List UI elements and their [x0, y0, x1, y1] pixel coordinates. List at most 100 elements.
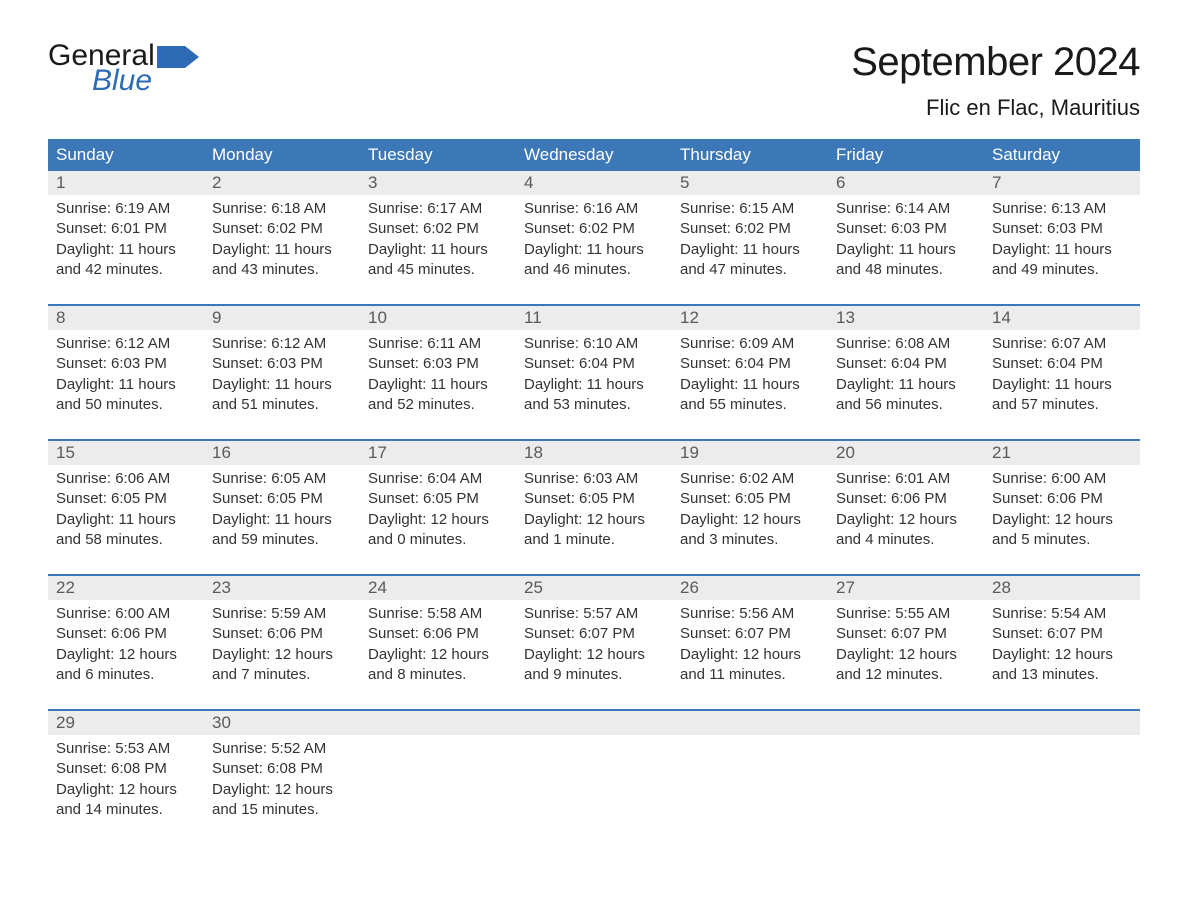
day-number-bar: .: [828, 711, 984, 735]
day-body: Sunrise: 6:00 AMSunset: 6:06 PMDaylight:…: [48, 600, 204, 685]
day-sunrise-line: Sunrise: 6:06 AM: [56, 469, 196, 489]
title-block: September 2024 Flic en Flac, Mauritius: [851, 40, 1140, 121]
day-number: 11: [524, 308, 542, 327]
day-day1-line: Daylight: 11 hours: [56, 240, 196, 260]
day-sunrise-line: Sunrise: 6:00 AM: [56, 604, 196, 624]
day-day1-line: Daylight: 12 hours: [680, 645, 820, 665]
day-cell: 29 Sunrise: 5:53 AMSunset: 6:08 PMDayligh…: [48, 711, 204, 820]
day-body: Sunrise: 6:19 AMSunset: 6:01 PMDaylight:…: [48, 195, 204, 280]
day-day1-line: Daylight: 11 hours: [680, 375, 820, 395]
day-cell: 27Sunrise: 5:55 AMSunset: 6:07 PMDayligh…: [828, 576, 984, 685]
day-sunset-line: Sunset: 6:05 PM: [56, 489, 196, 509]
day-day1-line: Daylight: 11 hours: [368, 240, 508, 260]
day-day2-line: and 1 minute.: [524, 530, 664, 550]
day-day2-line: and 55 minutes.: [680, 395, 820, 415]
day-number: 6: [836, 173, 845, 192]
day-number: 12: [680, 308, 699, 327]
day-day1-line: Daylight: 12 hours: [212, 645, 352, 665]
day-day1-line: Daylight: 12 hours: [56, 780, 196, 800]
day-sunrise-line: Sunrise: 6:07 AM: [992, 334, 1132, 354]
day-day2-line: and 42 minutes.: [56, 260, 196, 280]
day-number-bar: 23: [204, 576, 360, 600]
day-body: Sunrise: 6:07 AMSunset: 6:04 PMDaylight:…: [984, 330, 1140, 415]
day-cell: 4Sunrise: 6:16 AMSunset: 6:02 PMDaylight…: [516, 171, 672, 280]
day-day2-line: and 45 minutes.: [368, 260, 508, 280]
logo: General Blue: [48, 40, 199, 96]
day-cell: 17 Sunrise: 6:04 AMSunset: 6:05 PMDayligh…: [360, 441, 516, 550]
day-body: Sunrise: 6:05 AMSunset: 6:05 PMDaylight:…: [204, 465, 360, 550]
day-body: Sunrise: 5:59 AMSunset: 6:06 PMDaylight:…: [204, 600, 360, 685]
day-number-bar: 29: [48, 711, 204, 735]
day-number-bar: 27: [828, 576, 984, 600]
day-number-bar: 26: [672, 576, 828, 600]
day-body: Sunrise: 6:09 AMSunset: 6:04 PMDaylight:…: [672, 330, 828, 415]
day-number-bar: 2: [204, 171, 360, 195]
day-number-bar: 12: [672, 306, 828, 330]
day-number: 29: [56, 713, 75, 732]
day-body: Sunrise: 6:03 AMSunset: 6:05 PMDaylight:…: [516, 465, 672, 550]
day-day1-line: Daylight: 12 hours: [368, 645, 508, 665]
day-sunrise-line: Sunrise: 6:05 AM: [212, 469, 352, 489]
location-label: Flic en Flac, Mauritius: [851, 95, 1140, 121]
day-body: Sunrise: 6:08 AMSunset: 6:04 PMDaylight:…: [828, 330, 984, 415]
day-cell: 8Sunrise: 6:12 AMSunset: 6:03 PMDaylight…: [48, 306, 204, 415]
day-number: 13: [836, 308, 855, 327]
day-cell: .: [828, 711, 984, 820]
day-number-bar: 13: [828, 306, 984, 330]
day-sunrise-line: Sunrise: 6:17 AM: [368, 199, 508, 219]
day-sunrise-line: Sunrise: 5:55 AM: [836, 604, 976, 624]
day-day2-line: and 49 minutes.: [992, 260, 1132, 280]
day-sunset-line: Sunset: 6:04 PM: [836, 354, 976, 374]
day-body: Sunrise: 6:04 AMSunset: 6:05 PMDaylight:…: [360, 465, 516, 550]
day-sunset-line: Sunset: 6:03 PM: [368, 354, 508, 374]
week-row: 22Sunrise: 6:00 AMSunset: 6:06 PMDayligh…: [48, 574, 1140, 685]
day-cell: 19Sunrise: 6:02 AMSunset: 6:05 PMDayligh…: [672, 441, 828, 550]
day-sunset-line: Sunset: 6:03 PM: [992, 219, 1132, 239]
day-day1-line: Daylight: 11 hours: [992, 375, 1132, 395]
day-day2-line: and 59 minutes.: [212, 530, 352, 550]
day-sunset-line: Sunset: 6:06 PM: [836, 489, 976, 509]
day-body: Sunrise: 5:53 AMSunset: 6:08 PMDaylight:…: [48, 735, 204, 820]
day-cell: 23Sunrise: 5:59 AMSunset: 6:06 PMDayligh…: [204, 576, 360, 685]
day-day2-line: and 8 minutes.: [368, 665, 508, 685]
day-body: Sunrise: 6:00 AMSunset: 6:06 PMDaylight:…: [984, 465, 1140, 550]
day-sunset-line: Sunset: 6:02 PM: [680, 219, 820, 239]
day-cell: 24Sunrise: 5:58 AMSunset: 6:06 PMDayligh…: [360, 576, 516, 685]
day-number-bar: 21: [984, 441, 1140, 465]
day-sunset-line: Sunset: 6:07 PM: [836, 624, 976, 644]
day-cell: 1Sunrise: 6:19 AMSunset: 6:01 PMDaylight…: [48, 171, 204, 280]
day-number: 2: [212, 173, 221, 192]
day-number-bar: 9: [204, 306, 360, 330]
week-row: 1Sunrise: 6:19 AMSunset: 6:01 PMDaylight…: [48, 171, 1140, 280]
day-sunset-line: Sunset: 6:07 PM: [992, 624, 1132, 644]
day-cell: 9Sunrise: 6:12 AMSunset: 6:03 PMDaylight…: [204, 306, 360, 415]
day-sunrise-line: Sunrise: 6:19 AM: [56, 199, 196, 219]
day-day2-line: and 7 minutes.: [212, 665, 352, 685]
day-body: Sunrise: 5:54 AMSunset: 6:07 PMDaylight:…: [984, 600, 1140, 685]
month-title: September 2024: [851, 40, 1140, 85]
day-number: 24: [368, 578, 387, 597]
day-day2-line: and 50 minutes.: [56, 395, 196, 415]
day-number-bar: 7: [984, 171, 1140, 195]
day-day2-line: and 47 minutes.: [680, 260, 820, 280]
day-number: 25: [524, 578, 543, 597]
day-day2-line: and 51 minutes.: [212, 395, 352, 415]
day-sunrise-line: Sunrise: 5:54 AM: [992, 604, 1132, 624]
day-sunrise-line: Sunrise: 6:08 AM: [836, 334, 976, 354]
day-number: 17: [368, 443, 387, 462]
day-number: 16: [212, 443, 231, 462]
day-sunset-line: Sunset: 6:07 PM: [524, 624, 664, 644]
page-header: General Blue September 2024 Flic en Flac…: [48, 40, 1140, 121]
day-sunset-line: Sunset: 6:05 PM: [680, 489, 820, 509]
day-sunset-line: Sunset: 6:06 PM: [56, 624, 196, 644]
day-body: Sunrise: 6:10 AMSunset: 6:04 PMDaylight:…: [516, 330, 672, 415]
day-day1-line: Daylight: 11 hours: [992, 240, 1132, 260]
day-number-bar: 19: [672, 441, 828, 465]
day-number: 7: [992, 173, 1001, 192]
day-day2-line: and 9 minutes.: [524, 665, 664, 685]
day-body: Sunrise: 6:17 AMSunset: 6:02 PMDaylight:…: [360, 195, 516, 280]
day-day1-line: Daylight: 11 hours: [836, 375, 976, 395]
day-sunset-line: Sunset: 6:06 PM: [212, 624, 352, 644]
day-body: Sunrise: 6:06 AMSunset: 6:05 PMDaylight:…: [48, 465, 204, 550]
day-sunrise-line: Sunrise: 6:16 AM: [524, 199, 664, 219]
